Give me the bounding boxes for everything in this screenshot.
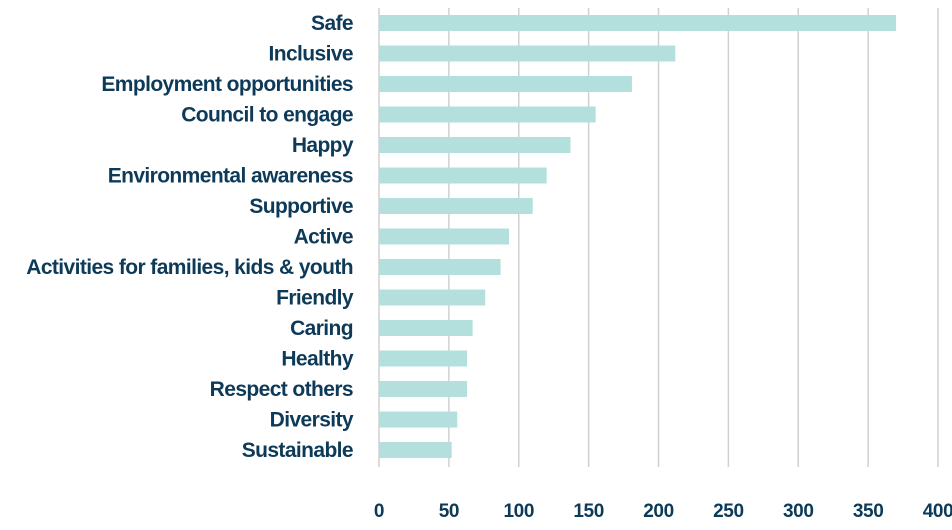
category-label: Employment opportunities [101,73,353,96]
x-tick-label: 350 [853,501,884,522]
category-label: Caring [290,317,353,340]
x-tick-label: 150 [573,501,604,522]
category-label: Healthy [281,348,354,371]
bar [379,167,547,184]
x-tick-label: 250 [713,501,744,522]
x-tick-label: 300 [783,501,814,522]
category-label: Council to engage [181,104,353,127]
category-label: Friendly [276,287,354,310]
bar [379,76,632,92]
category-label: Safe [311,12,353,35]
bar [379,259,501,275]
bar [379,198,533,214]
x-axis-ticks: 0 50 100 150 200 250 300 350 400 [374,501,952,522]
bar [379,350,468,367]
bar [379,320,473,336]
x-tick-label: 100 [503,501,534,522]
category-label: Sustainable [242,439,353,462]
bar [379,381,468,397]
category-labels: Safe Inclusive Employment opportunities Cou… [26,12,354,462]
category-label: Respect others [210,378,353,401]
bar [379,45,676,62]
category-label: Diversity [270,409,354,432]
bar [379,228,509,245]
x-tick-label: 200 [643,501,674,522]
bar [379,442,452,458]
category-label: Active [294,226,353,249]
bar [379,137,571,153]
bars [379,15,897,458]
bar [379,106,596,123]
category-label: Activities for families, kids & youth [26,256,353,279]
category-label: Environmental awareness [108,165,353,188]
x-tick-label: 400 [923,501,952,522]
bar [379,15,897,31]
category-label: Happy [292,134,354,157]
category-label: Supportive [249,195,353,218]
bar [379,411,458,428]
category-label: Inclusive [269,43,353,66]
x-tick-label: 0 [374,501,384,522]
bar [379,289,486,306]
x-tick-label: 50 [439,501,459,522]
